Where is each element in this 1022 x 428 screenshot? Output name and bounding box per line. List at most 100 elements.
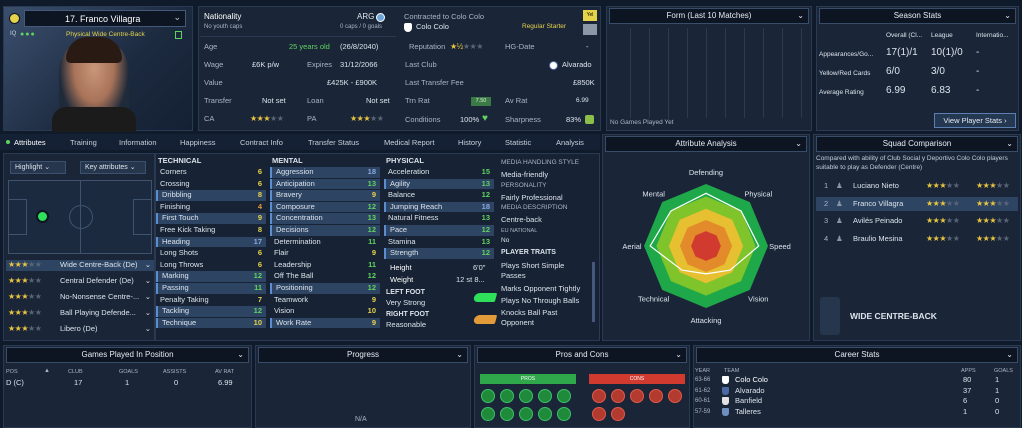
attribute-row[interactable]: Jumping Reach 18 [384,201,494,213]
attribute-row[interactable]: Leadership 11 [270,260,380,271]
attribute-row[interactable]: Pace 12 [384,225,494,236]
career-row[interactable]: 63-66 Colo Colo 80 1 [695,375,1017,385]
pro-icon[interactable] [481,389,495,403]
shortlist-icon[interactable] [175,31,182,39]
tab-analysis[interactable]: Analysis [556,138,584,147]
attribute-row[interactable]: Flair 9 [270,248,380,259]
attribute-row[interactable]: Strength 12 [384,248,494,259]
attribute-row[interactable]: Corners 6 [156,167,266,178]
attribute-row[interactable]: Finishing 4 [156,202,266,213]
pro-icon[interactable] [519,407,533,421]
attribute-row[interactable]: Technique 10 [156,317,266,329]
role-row[interactable]: ★★★★★ Wide Centre-Back (De) ⌄ [6,260,154,271]
attribute-row[interactable]: Tackling 12 [156,306,266,317]
chevron-down-icon: ⌄ [129,164,136,171]
tab-training[interactable]: Training [70,138,97,147]
squad-row[interactable]: 4 ♟ Braulio Mesina ★★★★★ ★★★★★ [816,232,1018,246]
sort-icon[interactable]: ▲ [44,368,50,374]
role-row[interactable]: ★★★★★ Libero (De) ⌄ [6,324,154,335]
squad-header[interactable]: Squad Comparison ⌄ [816,136,1018,152]
career-row[interactable]: 60-61 Banfield 6 0 [695,396,1017,406]
con-icon[interactable] [668,389,682,403]
pro-icon[interactable] [481,407,495,421]
tab-happiness[interactable]: Happiness [180,138,216,147]
squad-rank: 4 [824,233,829,243]
attribute-row[interactable]: Heading 17 [156,236,266,248]
attribute-row[interactable]: First Touch 9 [156,213,266,224]
attribute-row[interactable]: Long Throws 6 [156,260,266,271]
attribute-row[interactable]: Vision 10 [270,306,380,317]
analysis-header[interactable]: Attribute Analysis ⌄ [605,136,807,152]
pro-icon[interactable] [538,389,552,403]
grey-badge[interactable] [583,24,597,35]
role-row[interactable]: ★★★★★ No-Nonsense Centre-... ⌄ [6,292,154,303]
role-row[interactable]: ★★★★★ Ball Playing Defende... ⌄ [6,308,154,319]
attribute-row[interactable]: Positioning 12 [270,283,380,294]
tab-statistic[interactable]: Statistic [505,138,532,147]
trn-badge: 7.50 [471,97,491,106]
attribute-row[interactable]: Aggression 18 [270,167,380,178]
pro-icon[interactable] [538,407,552,421]
form-header[interactable]: Form (Last 10 Matches) ⌄ [609,8,809,24]
pros-cons-header[interactable]: Pros and Cons ⌄ [477,347,687,363]
key-attributes-dropdown[interactable]: Key attributes ⌄ [80,161,146,174]
attribute-row[interactable]: Balance 12 [384,190,494,201]
career-row[interactable]: 61-62 Alvarado 37 1 [695,386,1017,396]
attribute-row[interactable]: Marking 12 [156,271,266,282]
attribute-row[interactable]: Crossing 6 [156,179,266,190]
highlight-dropdown[interactable]: Highlight ⌄ [10,161,66,174]
attribute-row[interactable]: Passing 11 [156,283,266,294]
progress-header[interactable]: Progress ⌄ [258,347,468,363]
attribute-row[interactable]: Determination 11 [270,237,380,248]
tab-attributes[interactable]: Attributes [14,138,46,147]
career-header[interactable]: Career Stats ⌄ [696,347,1018,363]
attribute-row[interactable]: Free Kick Taking 8 [156,225,266,236]
attribute-row[interactable]: Bravery 9 [270,190,380,201]
squad-row[interactable]: 2 ♟ Franco Villagra ★★★★★ ★★★★★ [816,196,1018,211]
attribute-row[interactable]: Penalty Taking 7 [156,295,266,306]
career-row[interactable]: 57-59 Talleres 1 0 [695,407,1017,417]
con-icon[interactable] [592,407,606,421]
attribute-row[interactable]: Teamwork 9 [270,295,380,306]
right-foot-value: Reasonable [386,320,427,329]
role-row[interactable]: ★★★★★ Central Defender (De) ⌄ [6,276,154,287]
con-icon[interactable] [611,389,625,403]
tab-information[interactable]: Information [119,138,157,147]
con-icon[interactable] [611,407,625,421]
attribute-row[interactable]: Agility 13 [384,178,494,190]
pro-icon[interactable] [519,389,533,403]
con-icon[interactable] [649,389,663,403]
games-header[interactable]: Games Played In Position ⌄ [6,347,249,363]
squad-row[interactable]: 3 ♟ Avilés Peinado ★★★★★ ★★★★★ [816,214,1018,228]
tab-history[interactable]: History [458,138,482,147]
attribute-row[interactable]: Off The Ball 12 [270,271,380,282]
role-stars: ★★★★★ [8,324,42,333]
pro-icon[interactable] [557,389,571,403]
attribute-row[interactable]: Decisions 12 [270,225,380,236]
player-position-marker[interactable] [36,210,49,223]
tab-transfer-status[interactable]: Transfer Status [308,138,359,147]
pro-icon[interactable] [500,407,514,421]
attribute-row[interactable]: Natural Fitness 13 [384,213,494,224]
season-header[interactable]: Season Stats ⌄ [819,8,1016,24]
yellow-badge[interactable]: Yel [583,10,597,21]
attribute-name: Balance [388,190,416,200]
attribute-row[interactable]: Work Rate 9 [270,317,380,329]
con-icon[interactable] [630,389,644,403]
tab-contract-info[interactable]: Contract Info [240,138,283,147]
attribute-row[interactable]: Stamina 13 [384,237,494,248]
view-player-stats-button[interactable]: View Player Stats › [934,113,1016,128]
attribute-row[interactable]: Anticipation 13 [270,178,380,190]
pro-icon[interactable] [557,407,571,421]
attribute-row[interactable]: Acceleration 15 [384,167,494,178]
tab-medical-report[interactable]: Medical Report [384,138,435,147]
attribute-row[interactable]: Dribbling 8 [156,190,266,201]
squad-row[interactable]: 1 ♟ Luciano Nieto ★★★★★ ★★★★★ [816,179,1018,193]
attribute-row[interactable]: Long Shots 6 [156,248,266,259]
player-name-dropdown[interactable]: 17. Franco Villagra ⌄ [24,10,186,27]
traits-scrollbar[interactable] [592,262,595,322]
attribute-row[interactable]: Composure 12 [270,201,380,213]
con-icon[interactable] [592,389,606,403]
attribute-row[interactable]: Concentration 13 [270,213,380,224]
pro-icon[interactable] [500,389,514,403]
